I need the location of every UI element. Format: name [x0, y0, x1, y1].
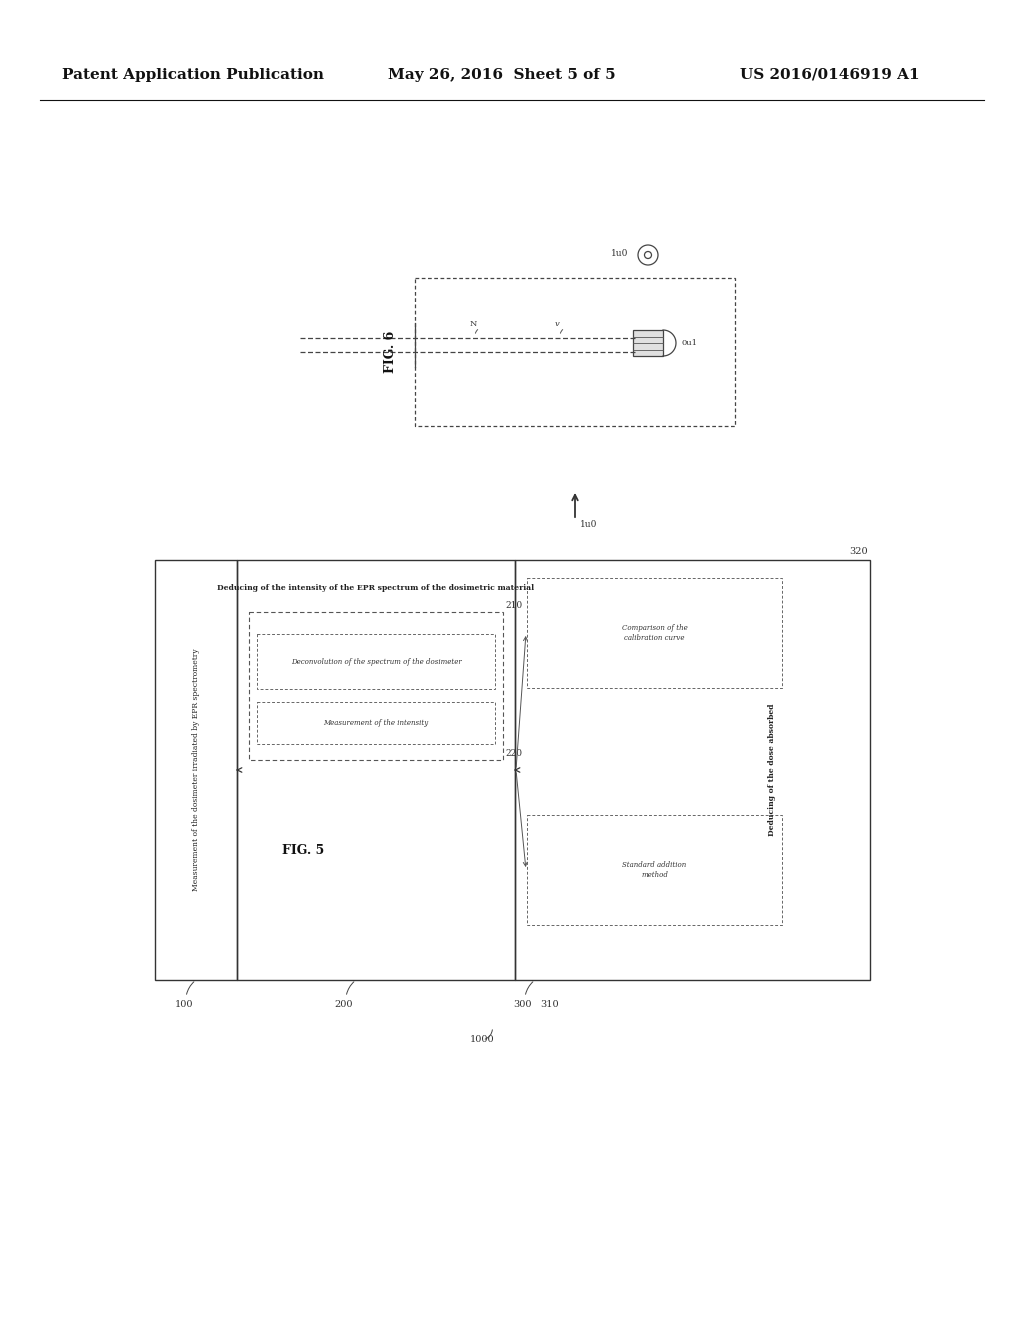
Bar: [155, 560, 237, 979]
Bar: [515, 560, 870, 979]
Text: 1u0: 1u0: [610, 249, 628, 259]
Text: FIG. 6: FIG. 6: [384, 331, 396, 374]
Text: 300: 300: [514, 1001, 532, 1008]
Text: 210: 210: [505, 601, 522, 610]
Text: Measurement of the intensity: Measurement of the intensity: [324, 719, 429, 727]
Text: 0u1: 0u1: [682, 339, 698, 347]
Text: 310: 310: [541, 1001, 559, 1008]
Text: May 26, 2016  Sheet 5 of 5: May 26, 2016 Sheet 5 of 5: [388, 69, 615, 82]
Bar: [249, 612, 503, 760]
Text: 1000: 1000: [470, 1035, 495, 1044]
Text: Comparison of the
calibration curve: Comparison of the calibration curve: [622, 624, 687, 642]
Text: N: N: [470, 319, 477, 327]
Bar: [257, 702, 495, 744]
Bar: [527, 814, 782, 925]
Bar: [415, 279, 735, 426]
Text: Patent Application Publication: Patent Application Publication: [62, 69, 324, 82]
Text: 200: 200: [335, 1001, 353, 1008]
Text: Standard addition
method: Standard addition method: [623, 862, 687, 879]
Text: 220: 220: [505, 748, 522, 758]
Bar: [257, 634, 495, 689]
Text: Measurement of the dosimeter irradiated by EPR spectrometry: Measurement of the dosimeter irradiated …: [193, 648, 200, 891]
Text: US 2016/0146919 A1: US 2016/0146919 A1: [740, 69, 920, 82]
Bar: [527, 578, 782, 688]
Bar: [237, 560, 515, 979]
Text: 1u0: 1u0: [580, 520, 597, 529]
Text: 100: 100: [175, 1001, 194, 1008]
Text: Deconvolution of the spectrum of the dosimeter: Deconvolution of the spectrum of the dos…: [291, 657, 462, 665]
Text: Deducing of the dose absorbed: Deducing of the dose absorbed: [768, 704, 776, 837]
Text: 320: 320: [849, 546, 868, 556]
Text: v: v: [555, 319, 560, 327]
Bar: [633, 330, 663, 356]
Text: Deducing of the intensity of the EPR spectrum of the dosimetric material: Deducing of the intensity of the EPR spe…: [217, 583, 535, 591]
Text: FIG. 5: FIG. 5: [282, 843, 325, 857]
